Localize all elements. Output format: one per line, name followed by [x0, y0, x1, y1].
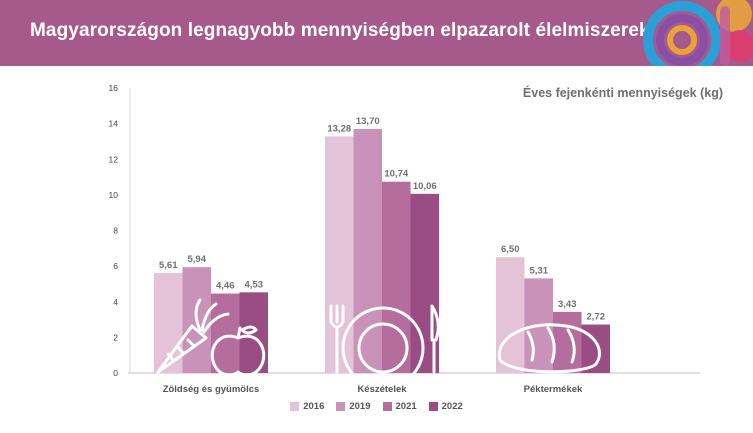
legend-item-2016: 2016	[290, 401, 324, 412]
legend-swatch	[382, 402, 392, 411]
y-tick-label: 4	[113, 297, 118, 307]
category-label: Zöldség és gyümölcs	[163, 384, 260, 395]
page-title: Magyarországon legnagyobb mennyiségben e…	[30, 20, 650, 41]
data-label: 4,53	[245, 279, 264, 290]
data-label: 4,46	[216, 281, 235, 292]
brand-logo	[643, 0, 753, 66]
data-label: 2,72	[587, 312, 606, 323]
apple-icon	[210, 325, 266, 377]
y-tick-label: 14	[109, 119, 119, 129]
bread-icon	[497, 323, 601, 374]
y-tick-label: 2	[113, 332, 118, 342]
category-labels: Zöldség és gyümölcs Készételek Péktermékek	[163, 384, 583, 395]
y-tick-label: 8	[113, 226, 118, 236]
y-tick-label: 12	[109, 154, 119, 164]
data-label: 3,43	[558, 299, 577, 310]
header-bar: Magyarországon legnagyobb mennyiségben e…	[0, 0, 753, 66]
legend-swatch	[336, 402, 346, 411]
data-label: 5,61	[159, 260, 178, 271]
legend-label: 2021	[395, 401, 417, 412]
legend-item-2021: 2021	[382, 401, 417, 412]
legend-swatch	[428, 402, 438, 411]
knife-icon	[430, 304, 440, 374]
legend-label: 2022	[441, 401, 463, 412]
category-label: Péktermékek	[524, 384, 583, 395]
y-tick-labels: 0 2 4 6 8 10 12 14 16	[109, 83, 119, 378]
y-tick-label: 6	[113, 261, 118, 271]
category-label: Készételek	[357, 384, 407, 395]
data-label: 5,31	[530, 265, 549, 276]
bar-2016	[325, 136, 354, 373]
y-tick-label: 10	[109, 190, 119, 200]
data-label: 10,74	[384, 169, 408, 180]
bar-2019	[353, 128, 382, 373]
data-label: 10,06	[413, 181, 437, 192]
bars-group: 5,61 5,94 4,46 4,53 13,28 13,70 10,74 10,06 6,50…	[154, 116, 610, 373]
data-label: 6,50	[501, 244, 520, 255]
chart-legend: 2016 2019 2021 2022	[0, 401, 753, 412]
legend-swatch	[290, 402, 300, 411]
bar-2021	[211, 293, 240, 373]
carrot-icon	[156, 298, 230, 374]
data-label: 13,28	[327, 123, 351, 134]
y-tick-label: 16	[109, 83, 119, 93]
legend-label: 2016	[303, 401, 325, 412]
y-tick-label: 0	[113, 368, 118, 378]
data-label: 13,70	[356, 116, 380, 127]
chart-subtitle: Éves fejenkénti mennyiségek (kg)	[522, 86, 723, 100]
plate-icon	[341, 306, 425, 390]
legend-item-2019: 2019	[336, 401, 371, 412]
fork-icon	[329, 304, 345, 374]
legend-item-2022: 2022	[428, 401, 463, 412]
legend-label: 2019	[349, 401, 371, 412]
data-label: 5,94	[188, 254, 207, 265]
bar-2021	[553, 311, 582, 373]
